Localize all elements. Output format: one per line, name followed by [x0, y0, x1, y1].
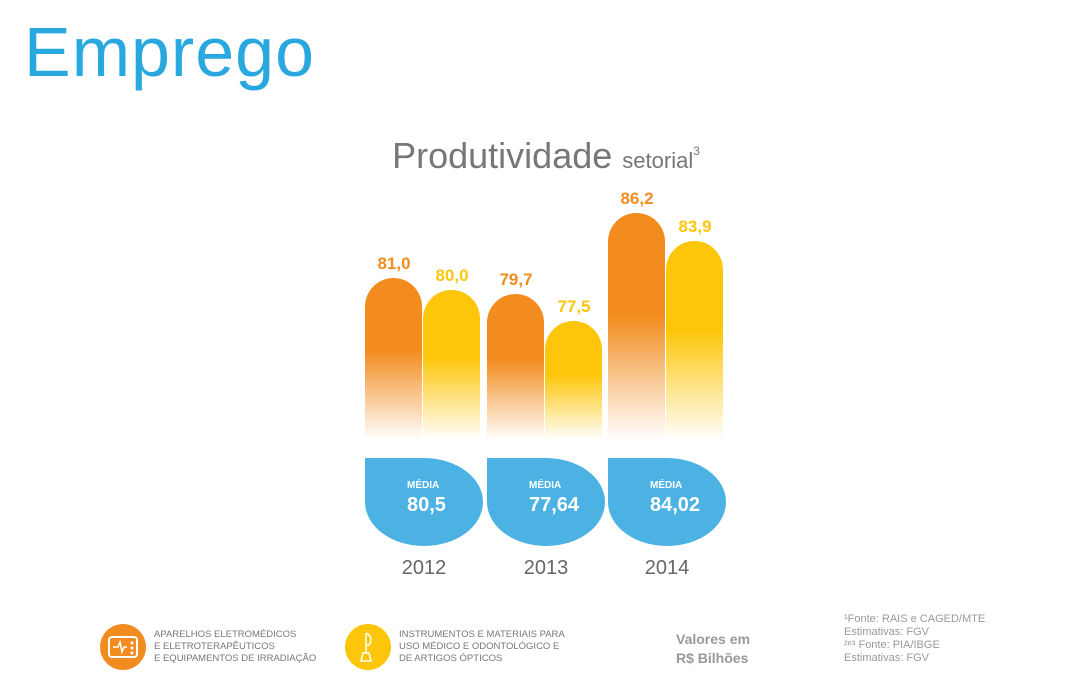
- legend-line: APARELHOS ELETROMÉDICOS: [154, 629, 297, 640]
- data-label: 80,0: [435, 266, 469, 285]
- bar-2014-series-0: [608, 212, 665, 440]
- x-tick-label: 2013: [523, 557, 569, 579]
- x-tick-label: 2014: [644, 557, 690, 579]
- media-value: 84,02: [650, 494, 701, 516]
- bar-2012-series-0: [365, 277, 422, 440]
- legend-item-aparelhos: APARELHOS ELETROMÉDICOS E ELETROTERAPÊUTI…: [100, 624, 334, 670]
- legend-item-instrumentos: INSTRUMENTOS E MATERIAIS PARA USO MÉDICO …: [345, 624, 579, 670]
- data-label: 79,7: [499, 269, 533, 289]
- media-value: 80,5: [407, 494, 446, 516]
- instrument-icon: [345, 624, 391, 670]
- bar-2013-series-1: [545, 321, 602, 440]
- media-badge-2013: MÉDIA 77,64: [487, 458, 605, 546]
- chart-title: Produtividade setorial3: [0, 135, 1092, 177]
- units-note: Valores em R$ Bilhões: [676, 630, 750, 668]
- data-label: 81,0: [377, 253, 411, 273]
- legend-line: USO MÉDICO E ODONTOLÓGICO E: [399, 641, 560, 652]
- media-badge-2012: MÉDIA 80,5: [365, 458, 483, 546]
- source-line: Estimativas: FGV: [844, 626, 929, 638]
- media-label: MÉDIA: [407, 480, 440, 491]
- chart-title-main: Produtividade: [392, 135, 613, 176]
- legend-line: DE ARTIGOS ÓPTICOS: [399, 653, 503, 664]
- bar-2014-series-1: [666, 241, 723, 440]
- bar-2012-series-1: [423, 290, 480, 440]
- x-tick-label: 2012: [401, 557, 447, 579]
- legend-line: INSTRUMENTOS E MATERIAIS PARA: [399, 629, 565, 640]
- media-label: MÉDIA: [529, 480, 562, 491]
- source-line: ¹Fonte: RAIS e CAGED/MTE: [844, 613, 986, 625]
- units-line: Valores em: [676, 631, 750, 647]
- bar-2013-series-0: [487, 293, 544, 440]
- footnote-mark: 3: [693, 144, 700, 158]
- data-label: 83,9: [678, 217, 712, 237]
- legend-line: E ELETROTERAPÊUTICOS: [154, 641, 275, 652]
- bar-chart: 81,0 80,0 MÉDIA 80,5 2012 79,7 77,5 MÉDIA 77,64 2…: [365, 188, 726, 579]
- source-line: ²ᵉ³ Fonte: PIA/IBGE: [844, 639, 940, 651]
- units-line: R$ Bilhões: [676, 650, 749, 666]
- monitor-icon: [100, 624, 146, 670]
- page-title: Emprego: [24, 13, 316, 91]
- media-value: 77,64: [529, 494, 580, 516]
- data-label: 86,2: [620, 188, 654, 208]
- legend-line: E EQUIPAMENTOS DE IRRADIAÇÃO: [154, 653, 317, 664]
- media-badge-2014: MÉDIA 84,02: [608, 458, 726, 546]
- source-line: Estimativas: FGV: [844, 652, 929, 664]
- media-label: MÉDIA: [650, 480, 683, 491]
- data-label: 77,5: [557, 297, 591, 317]
- source-note: ¹Fonte: RAIS e CAGED/MTE Estimativas: FGV…: [844, 613, 985, 665]
- chart-subtitle: setorial: [622, 148, 694, 173]
